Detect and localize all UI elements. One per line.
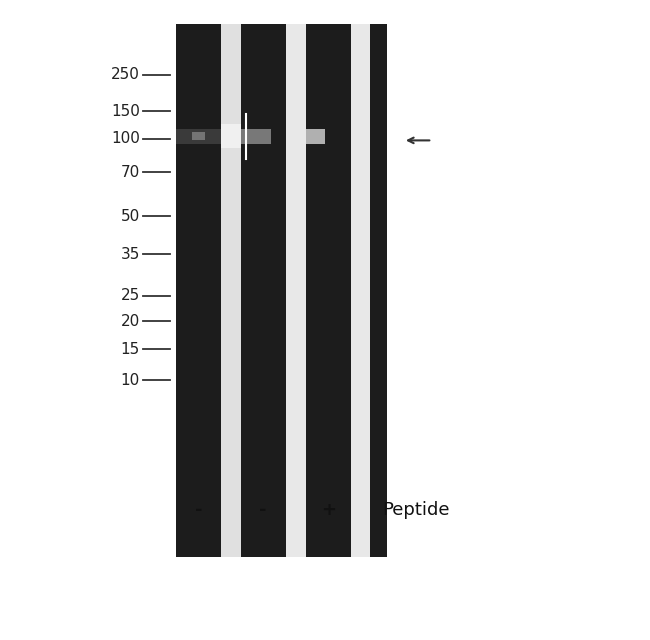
- Bar: [240, 24, 286, 557]
- Bar: [306, 129, 325, 143]
- Text: 15: 15: [120, 342, 140, 356]
- Text: 50: 50: [120, 209, 140, 223]
- Bar: [370, 24, 387, 557]
- Text: 35: 35: [120, 247, 140, 262]
- Text: 20: 20: [120, 314, 140, 329]
- Text: +: +: [320, 501, 336, 519]
- Text: -: -: [259, 501, 267, 519]
- Text: 150: 150: [111, 104, 140, 118]
- Bar: [306, 24, 351, 557]
- Text: 25: 25: [120, 289, 140, 303]
- Bar: [192, 132, 205, 140]
- Text: 10: 10: [120, 372, 140, 387]
- Text: 70: 70: [120, 165, 140, 180]
- Text: 250: 250: [111, 67, 140, 83]
- Text: Peptide: Peptide: [382, 501, 450, 519]
- Bar: [176, 129, 221, 143]
- Bar: [176, 24, 221, 557]
- Bar: [221, 124, 240, 148]
- Bar: [351, 24, 370, 557]
- Text: -: -: [194, 501, 202, 519]
- Bar: [286, 24, 306, 557]
- Text: 100: 100: [111, 131, 140, 147]
- Bar: [240, 129, 271, 143]
- Bar: [221, 24, 240, 557]
